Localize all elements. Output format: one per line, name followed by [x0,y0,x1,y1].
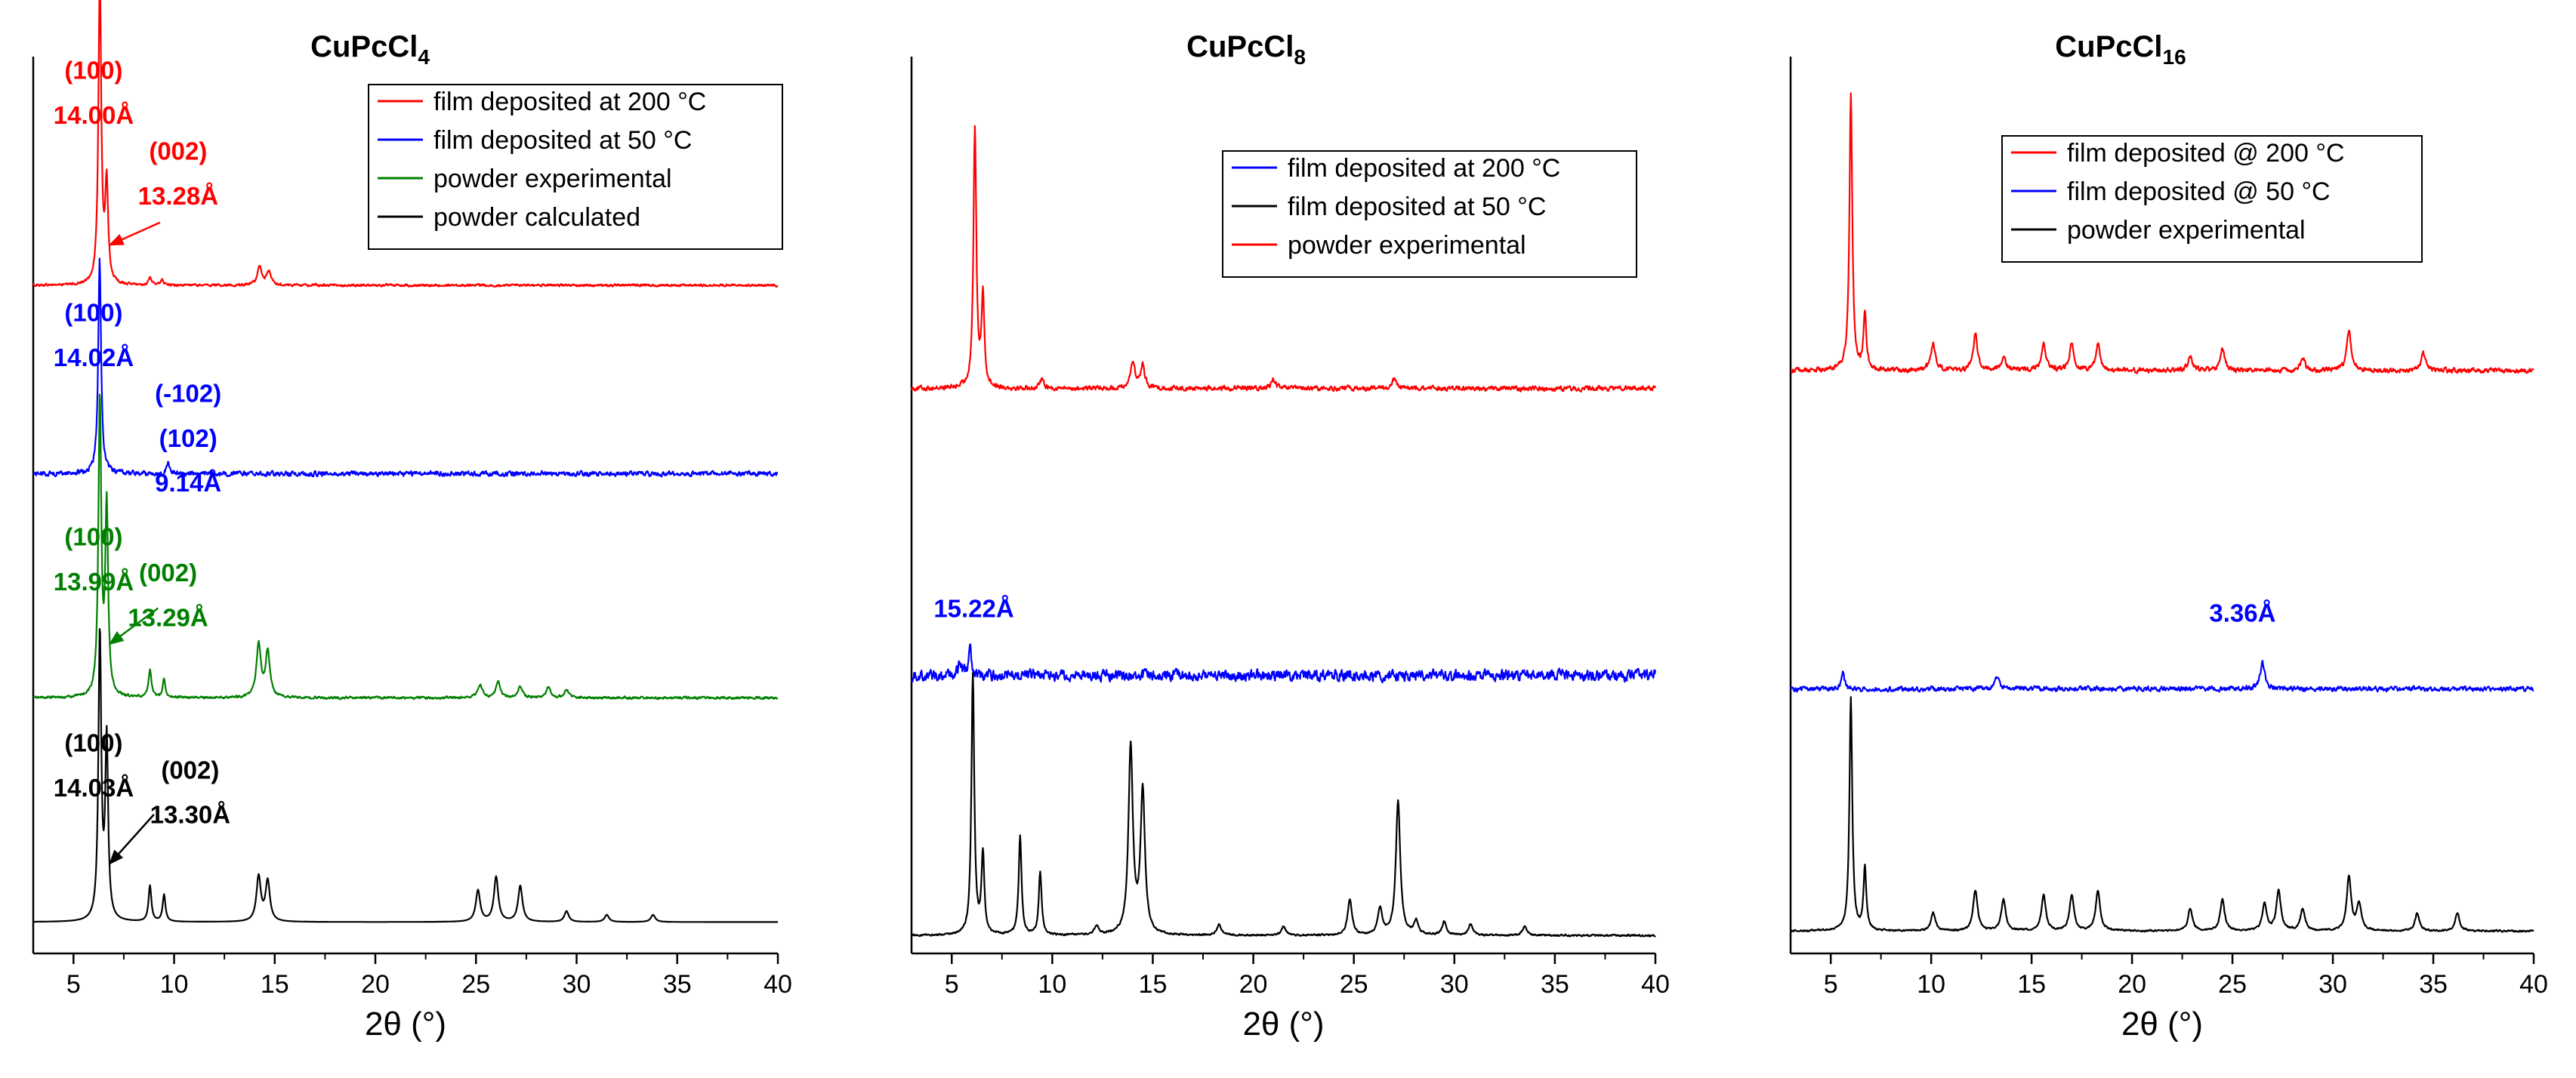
annotation-arrow [108,607,159,645]
series-line-1 [32,0,779,288]
chart-title: CuPcCl16 [2055,30,2186,69]
x-tick-label: 15 [1139,970,1168,999]
x-tick-label: 10 [1917,970,1945,999]
x-axis-label: 2θ (°) [365,1006,446,1043]
legend-entry: powder experimental [433,165,672,193]
series-line-2 [910,643,1657,684]
peak-annotation: (102) [159,424,217,452]
annotation-arrow [108,814,155,865]
chart-title-text: CuPcCl [2055,30,2162,63]
x-tick-label: 20 [361,970,390,999]
series-line-2 [1790,660,2534,693]
chart-title-subscript: 8 [1294,45,1306,69]
peak-annotation: (002) [161,756,219,784]
annotation-arrow [108,221,161,246]
x-tick-label: 40 [764,970,792,999]
legend-entry: powder experimental [2067,216,2306,245]
legend-box [368,84,783,250]
x-tick-label: 25 [461,970,490,999]
series-line-1 [910,125,1657,393]
x-axis-label: 2θ (°) [1242,1006,1324,1043]
legend-entry: film deposited at 200 °C [1288,154,1560,183]
x-tick-label: 30 [2318,970,2347,999]
series-line-3 [1790,696,2534,933]
x-tick-label: 5 [945,970,959,999]
x-tick-label: 35 [1541,970,1569,999]
chart-title-subscript: 4 [418,45,430,69]
legend-entry: film deposited @ 200 °C [2067,139,2345,168]
peak-annotation: (-102) [155,379,221,407]
legend-entry: film deposited at 50 °C [433,126,692,155]
legend-entry: powder experimental [1288,231,1526,260]
chart-title: CuPcCl8 [1186,30,1306,69]
x-tick-label: 5 [1824,970,1838,999]
peak-annotation: 13.29Å [128,603,208,631]
series-line-3 [911,672,1656,938]
legend-entry: film deposited @ 50 °C [2067,177,2331,206]
chart-panel-3: 5 10 15 20 25 30 35 40 2θ (°) CuPcCl16 film deposi… [1789,30,2548,1043]
peak-annotation: 14.00Å [54,101,134,129]
chart-title-text: CuPcCl [310,30,418,63]
legend-entry: film deposited at 50 °C [1288,192,1546,221]
x-tick-label: 15 [2017,970,2046,999]
peak-annotation: 14.03Å [54,774,134,802]
x-axis-label: 2θ (°) [2121,1006,2203,1043]
x-tick-label: 5 [66,970,81,999]
x-tick-label: 35 [2419,970,2448,999]
peak-annotation: 13.28Å [138,182,218,210]
series-line-2 [32,257,779,478]
peak-annotation: 3.36Å [2209,599,2275,627]
series-line-4 [32,627,779,923]
chart-title: CuPcCl4 [310,30,430,69]
peak-annotation: (002) [149,137,207,165]
x-tick-label: 10 [1038,970,1066,999]
peak-annotation: (100) [64,729,122,757]
legend-entry: powder calculated [433,203,640,232]
x-tick-label: 15 [261,970,289,999]
x-tick-label: 10 [160,970,189,999]
chart-title-text: CuPcCl [1186,30,1294,63]
peak-annotation: 15.22Å [933,595,1013,623]
legend: film deposited at 200 °C film deposited a… [1222,150,1637,278]
x-tick-label: 40 [1641,970,1670,999]
x-tick-label: 25 [1340,970,1368,999]
legend: film deposited @ 200 °C film deposited @ … [2001,135,2423,263]
x-tick-label: 20 [2118,970,2146,999]
x-tick-label: 35 [663,970,692,999]
peak-annotation: (100) [64,522,122,550]
legend-box [2001,135,2423,263]
legend: film deposited at 200 °C film deposited a… [368,84,783,250]
peak-annotation: (100) [64,298,122,326]
peak-annotation: 13.99Å [54,568,134,596]
peak-annotation: 14.02Å [54,343,134,371]
peak-annotation: (002) [139,559,197,587]
x-tick-label: 30 [1440,970,1469,999]
legend-box [1222,150,1637,278]
chart-panel-2: 5 10 15 20 25 30 35 40 2θ (°) CuPcCl8 film deposit… [910,30,1670,1043]
chart-title-subscript: 16 [2163,45,2186,69]
x-tick-label: 40 [2519,970,2548,999]
peak-annotation: 9.14Å [155,469,221,497]
series-line-3 [32,393,779,701]
legend-entry: film deposited at 200 °C [433,88,706,116]
series-line-1 [1790,92,2534,374]
x-tick-label: 20 [1239,970,1268,999]
peak-annotation: 13.30Å [150,801,230,829]
x-tick-label: 25 [2218,970,2247,999]
x-tick-label: 30 [563,970,591,999]
peak-annotation: (100) [64,57,122,85]
